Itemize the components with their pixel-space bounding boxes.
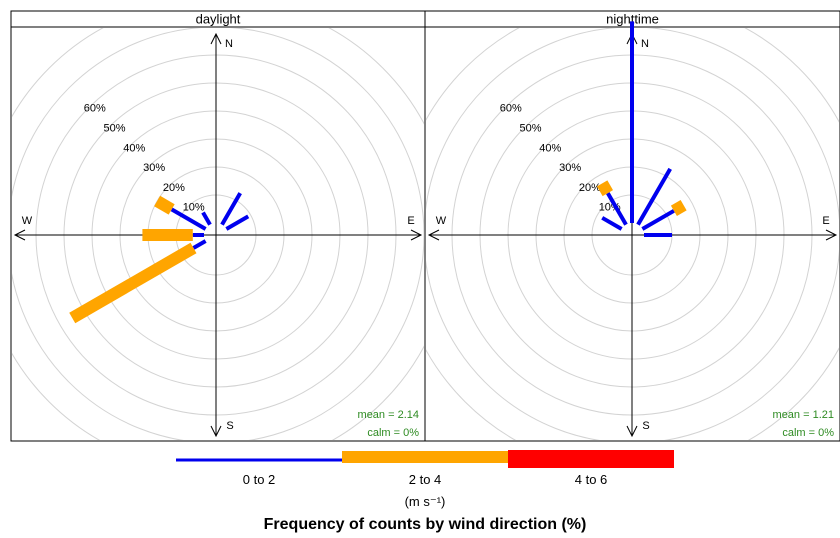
compass-label-s: S — [226, 420, 233, 432]
arrow-e — [825, 229, 838, 241]
compass-label-w: W — [436, 215, 447, 227]
petal-60-bin-0 — [641, 209, 675, 231]
compass-label-n: N — [225, 38, 233, 50]
petal-330-bin-1 — [597, 180, 613, 197]
petals — [597, 21, 687, 237]
ring-label: 60% — [500, 103, 522, 115]
key-label-1: 2 to 4 — [409, 472, 442, 487]
compass-label-e: E — [822, 215, 829, 227]
key-label-0: 0 to 2 — [243, 472, 276, 487]
petal-240-bin-1 — [69, 242, 197, 324]
compass-label-w: W — [22, 215, 33, 227]
petal-300-bin-0 — [601, 216, 623, 231]
arrow-w — [427, 229, 440, 241]
compass-label-s: S — [642, 420, 649, 432]
key-swatch-2-to-4 — [342, 451, 508, 463]
ring-label: 50% — [520, 123, 542, 135]
petal-60-bin-1 — [670, 200, 687, 216]
ring-label: 60% — [84, 103, 106, 115]
petal-240-bin-0 — [192, 239, 207, 250]
petal-60-bin-0 — [225, 214, 250, 231]
mean-label: mean = 1.21 — [773, 409, 834, 421]
ring-label: 40% — [123, 142, 145, 154]
petal-30-bin-0 — [636, 167, 672, 226]
ring-label: 30% — [559, 162, 581, 174]
ring-label: 20% — [163, 182, 185, 194]
key-label-2: 4 to 6 — [575, 472, 608, 487]
petal-330-bin-0 — [606, 192, 628, 226]
mean-label: mean = 2.14 — [358, 409, 419, 421]
chart-title: Frequency of counts by wind direction (%… — [264, 516, 587, 533]
petal-300-bin-1 — [154, 195, 175, 215]
compass-axes — [13, 32, 423, 438]
calm-label: calm = 0% — [367, 427, 419, 439]
key-swatch-4-to-6 — [508, 450, 674, 468]
petal-30-bin-0 — [220, 192, 242, 226]
panel-title: nighttime — [606, 12, 659, 27]
panel-frame — [10, 26, 426, 442]
arrow-s — [210, 425, 222, 438]
calm-label: calm = 0% — [782, 427, 834, 439]
arrow-s — [626, 425, 638, 438]
color-key: 0 to 2 2 to 4 4 to 6 (m s⁻¹) — [176, 450, 674, 509]
petal-300-bin-0 — [170, 207, 207, 231]
panel-title: daylight — [196, 12, 241, 27]
ring-label: 20% — [579, 182, 601, 194]
petals — [69, 192, 250, 324]
compass-label-e: E — [407, 215, 414, 227]
key-unit-label: (m s⁻¹) — [405, 494, 446, 509]
compass-label-n: N — [641, 38, 649, 50]
arrow-n — [210, 32, 222, 45]
ring-label: 40% — [539, 142, 561, 154]
arrow-e — [410, 229, 423, 241]
ring-label: 50% — [104, 123, 126, 135]
ring-label: 30% — [143, 162, 165, 174]
petal-330-bin-0 — [201, 211, 212, 226]
arrow-w — [13, 229, 26, 241]
ring-label: 10% — [183, 202, 205, 214]
